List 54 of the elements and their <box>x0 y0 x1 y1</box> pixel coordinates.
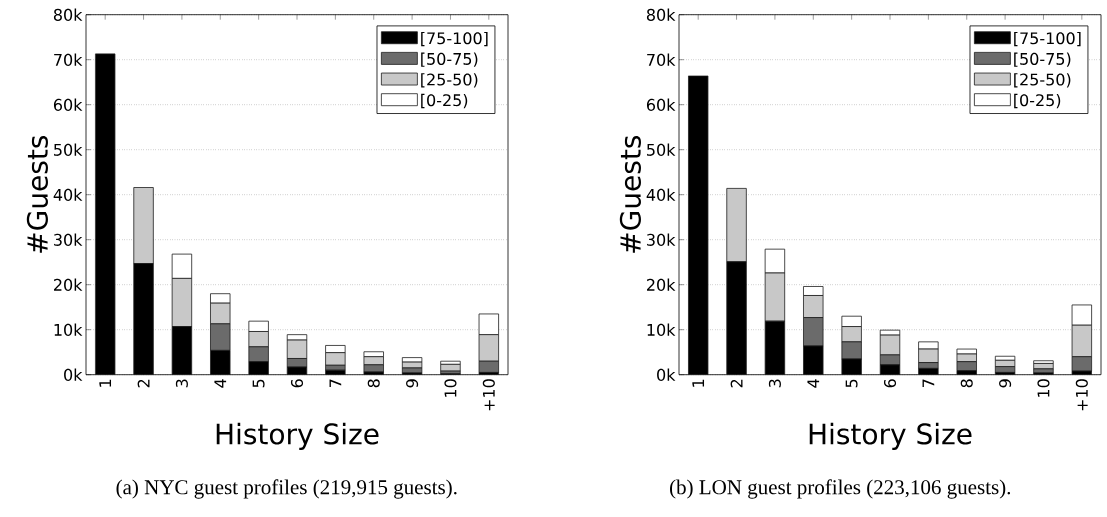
y-tick-label: 50k <box>54 143 83 156</box>
x-tick-label: 1 <box>692 379 705 387</box>
y-tick-label: 50k <box>647 143 676 156</box>
legend-label: [75-100] <box>421 31 488 47</box>
x-tick-label: 4 <box>807 379 820 388</box>
y-tick-label: 10k <box>647 323 676 336</box>
x-tick-label: 10 <box>444 379 457 397</box>
x-tick-label: 7 <box>922 379 935 388</box>
x-tick-label: 9 <box>406 379 419 388</box>
y-tick-label: 80k <box>646 8 676 21</box>
x-tick-label: 4 <box>214 379 227 388</box>
legend-label: [0-25) <box>1014 93 1061 109</box>
x-tick-label: 1 <box>99 379 112 387</box>
x-tick-label: 8 <box>960 379 973 388</box>
y-tick-label: 60k <box>646 98 676 111</box>
y-tick-label: 30k <box>647 233 676 246</box>
y-tick-label: 80k <box>53 8 83 21</box>
legend-label: [25-50) <box>1014 73 1071 88</box>
text: (b) LON guest profiles (223,106 guests). <box>670 479 1011 499</box>
y-tick-label: 70k <box>647 53 676 66</box>
y-tick-label: 20k <box>647 278 676 291</box>
x-tick-label: 7 <box>329 379 342 388</box>
x-axis-title: History Size <box>216 422 379 450</box>
legend-label: [0-25) <box>421 93 468 109</box>
legend-label: [50-75) <box>421 52 478 67</box>
x-tick-label: 5 <box>845 379 858 388</box>
y-tick-label: 70k <box>54 53 83 66</box>
y-tick-label: 10k <box>54 323 83 336</box>
x-tick-label: 6 <box>290 379 304 388</box>
x-tick-label: 9 <box>999 379 1012 388</box>
y-tick-label: 60k <box>53 98 83 111</box>
x-tick-label: 2 <box>137 379 150 388</box>
y-tick-label: 40k <box>646 188 676 201</box>
x-tick-label: 5 <box>252 379 265 388</box>
legend-label: [75-100] <box>1014 31 1081 47</box>
x-tick-label: 10 <box>1037 379 1050 397</box>
x-tick-label: 2 <box>730 379 743 388</box>
legend-label: [50-75) <box>1014 52 1071 67</box>
y-axis-title: #Guests <box>26 135 48 253</box>
text: (a) NYC guest profiles (219,915 guests). <box>116 479 457 499</box>
y-tick-label: 40k <box>53 188 83 201</box>
y-tick-label: 30k <box>54 233 83 246</box>
x-tick-label: 3 <box>175 379 188 388</box>
x-tick-label: 3 <box>768 379 781 388</box>
x-tick-label: +10 <box>482 379 495 411</box>
x-tick-label: 6 <box>883 379 897 388</box>
legend-label: [25-50) <box>421 73 478 88</box>
y-axis-title: #Guests <box>619 135 641 253</box>
y-tick-label: 0k <box>64 368 83 381</box>
x-tick-label: +10 <box>1075 379 1088 411</box>
x-axis-title: History Size <box>809 422 972 450</box>
y-tick-label: 20k <box>54 278 83 291</box>
x-tick-label: 8 <box>367 379 380 388</box>
y-tick-label: 0k <box>657 368 676 381</box>
